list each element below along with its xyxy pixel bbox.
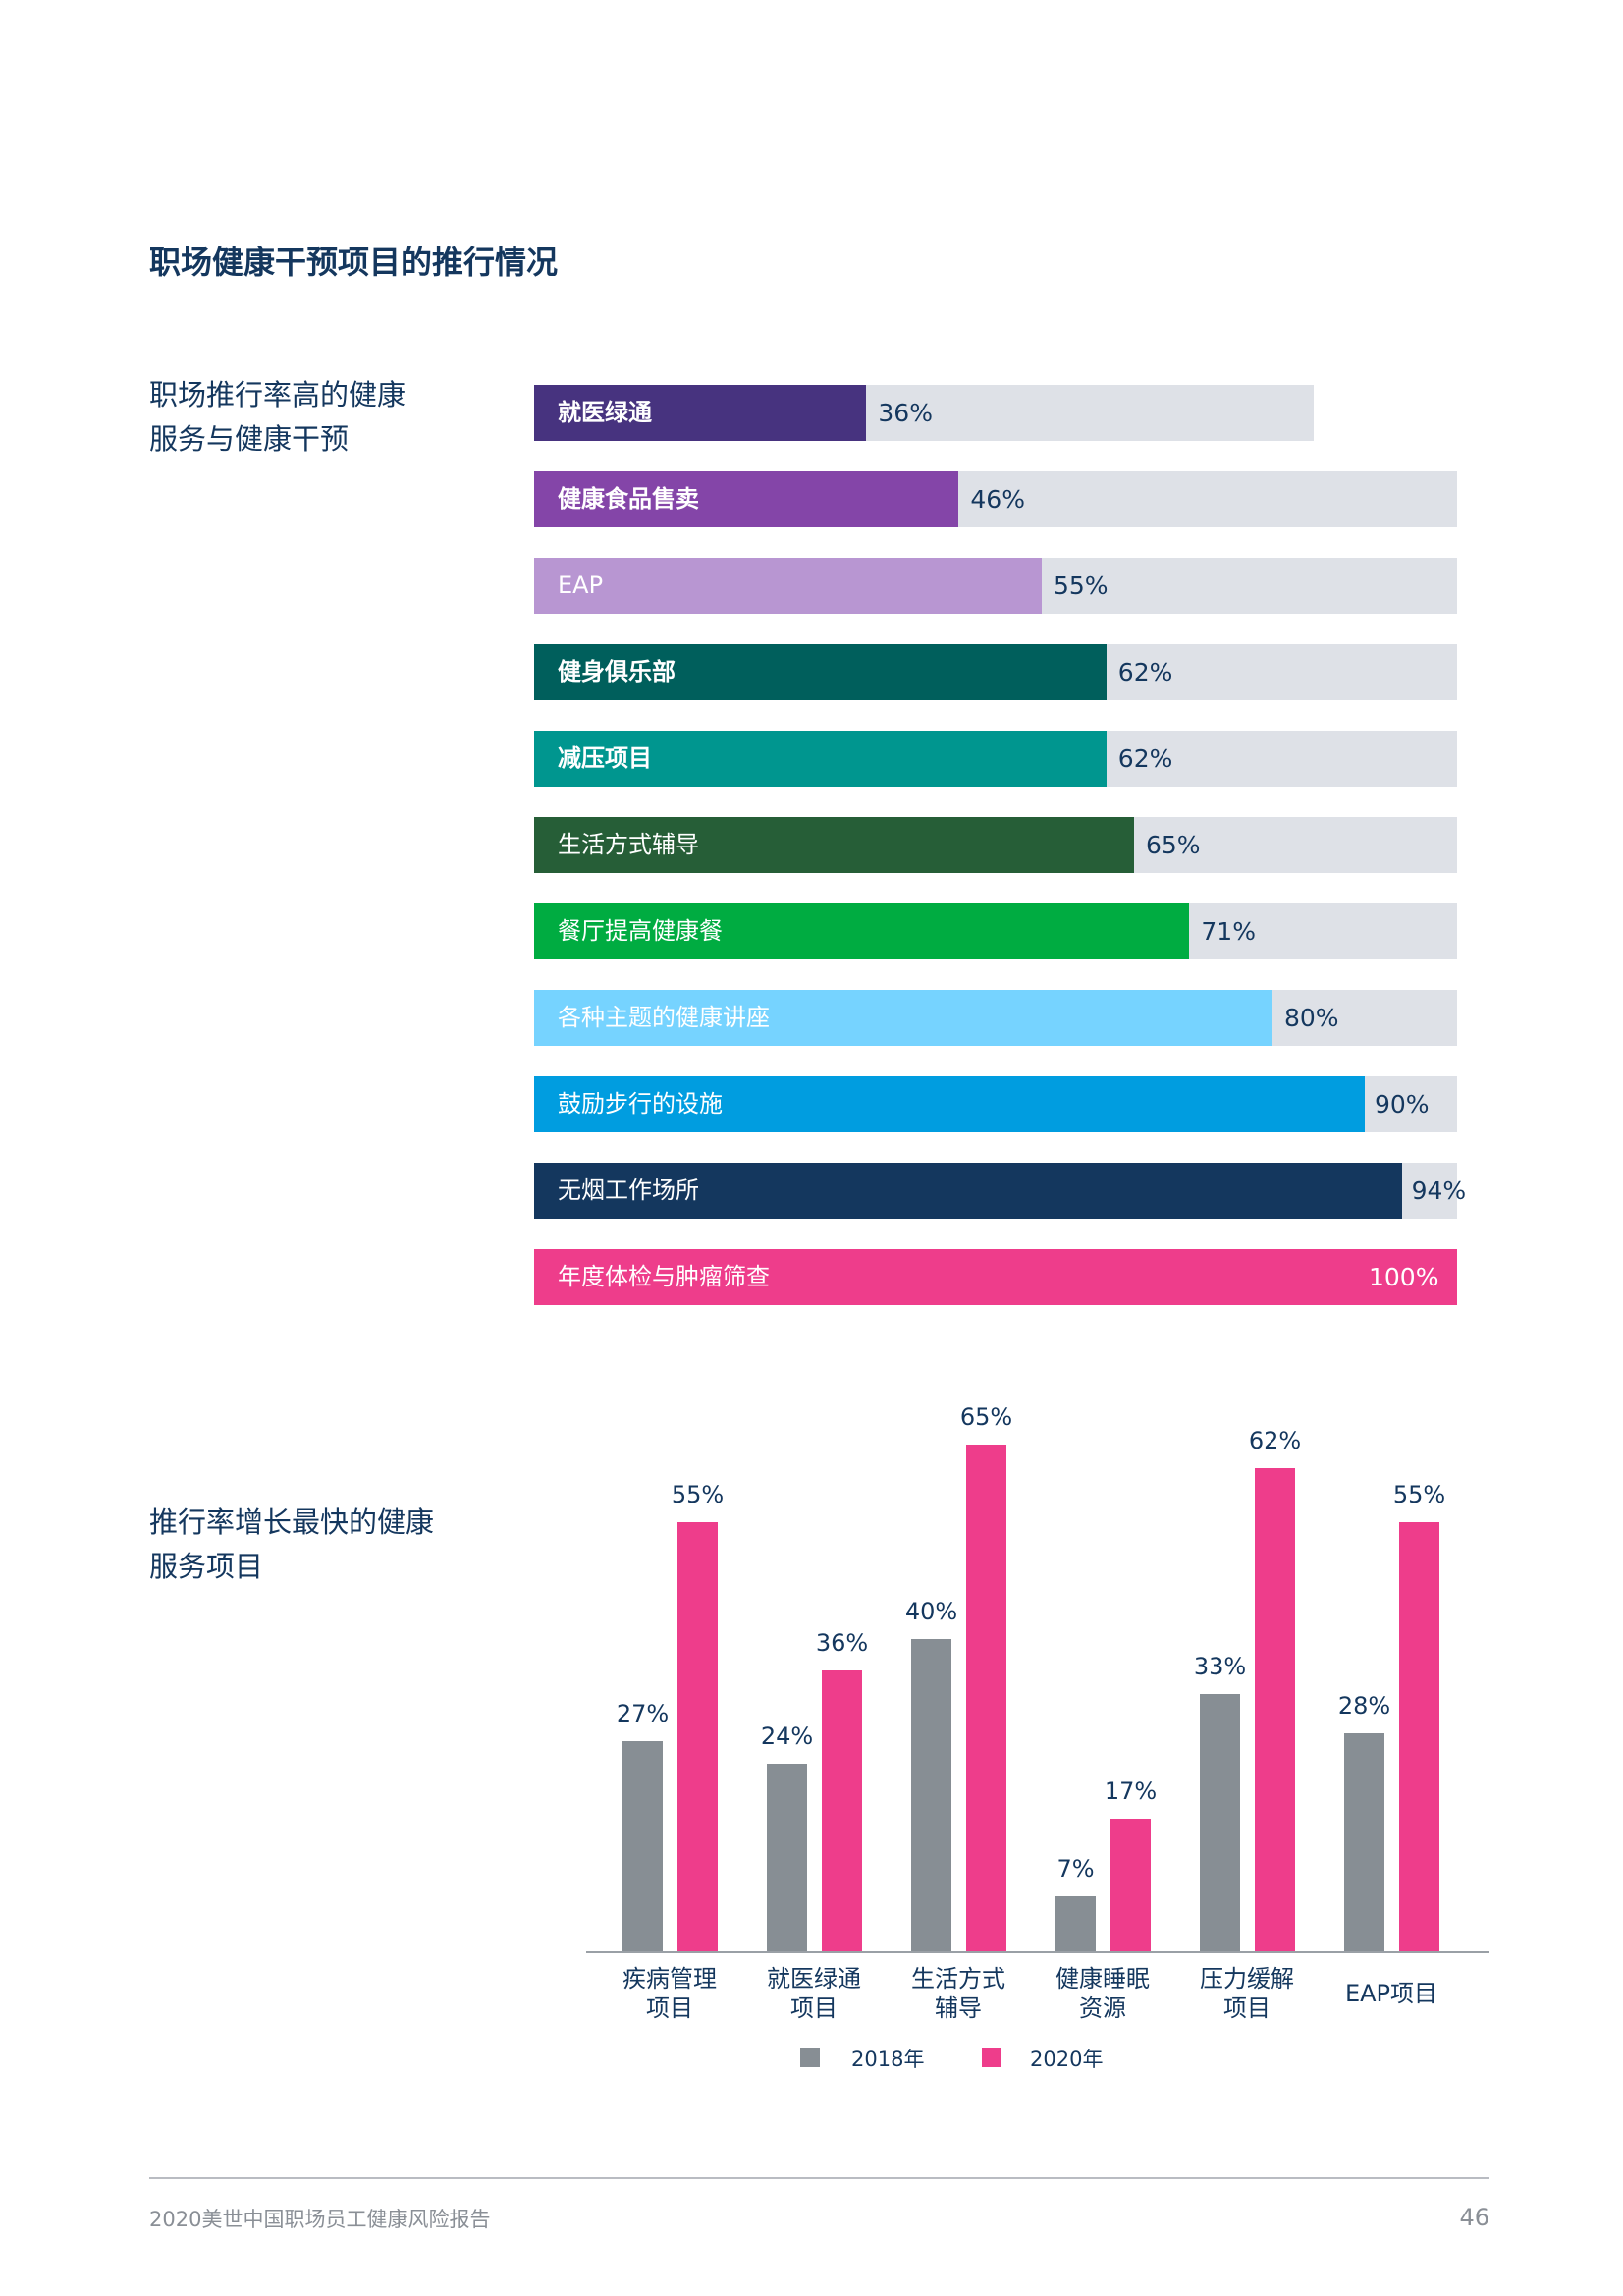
bar-value-label: 94% — [1411, 1176, 1467, 1205]
bar-value-label: 36% — [815, 1629, 869, 1658]
bar — [1110, 1819, 1151, 1951]
legend-swatch — [800, 2048, 820, 2067]
bar — [534, 990, 1272, 1046]
bar-value-label: 65% — [1146, 831, 1201, 859]
x-tick-label-line: 压力缓解 — [1200, 1965, 1294, 1993]
vbar-section-label-line: 推行率增长最快的健康 — [149, 1505, 435, 1539]
bar-value-label: 36% — [878, 399, 933, 427]
x-tick-label-line: 生活方式 — [911, 1965, 1005, 1993]
bar-value-label: 62% — [1248, 1426, 1302, 1454]
hbar-section-label-line: 服务与健康干预 — [149, 422, 350, 456]
legend-label: 2018年 — [851, 2048, 925, 2071]
bar-value-label: 33% — [1193, 1653, 1247, 1681]
bar-category-label: 鼓励步行的设施 — [558, 1090, 723, 1118]
bar — [1055, 1896, 1096, 1951]
bar-category-label: 各种主题的健康讲座 — [558, 1004, 770, 1031]
bar — [534, 471, 959, 527]
bar — [534, 385, 867, 441]
bar — [534, 731, 1107, 787]
bar-value-label: 7% — [1056, 1855, 1095, 1884]
x-tick-label-line: EAP项目 — [1344, 1980, 1438, 2007]
x-tick-label-line: 疾病管理 — [622, 1965, 717, 1993]
bar-category-label: 减压项目 — [558, 744, 652, 772]
bar-value-label: 65% — [959, 1403, 1013, 1431]
bar-category-label: 无烟工作场所 — [558, 1176, 699, 1204]
x-tick-label-line: 资源 — [1079, 1995, 1126, 2022]
bar-value-label: 28% — [1337, 1691, 1391, 1720]
bar — [1255, 1467, 1295, 1951]
x-tick-label-line: 项目 — [646, 1995, 693, 2022]
bar — [911, 1639, 951, 1951]
x-tick-label: 生活方式 辅导 — [890, 1964, 1027, 2023]
bar-value-label: 62% — [1117, 744, 1173, 773]
bar-category-label: 生活方式辅导 — [558, 831, 699, 858]
hbar-section-label-line: 职场推行率高的健康 — [149, 378, 406, 411]
bar — [534, 1163, 1402, 1219]
vbar-section-label-line: 服务项目 — [149, 1550, 264, 1583]
vertical-bar-chart: 27% 55% 疾病管理 项目 24% 36% 就医绿通 项目 40% 65% 生活方式 辅导 7% 17… — [586, 1403, 1489, 2071]
bar-value-label: 62% — [1117, 658, 1173, 686]
legend-label: 2020年 — [1030, 2048, 1104, 2071]
horizontal-bar-chart: 就医绿通 36% 健康食品售卖 46% EAP 55% 健身俱乐部 62% 减压项目 62% 生活方… — [534, 385, 1467, 1305]
bar-value-label: 55% — [1392, 1481, 1446, 1509]
footer-divider — [149, 2177, 1489, 2179]
footer-report-name: 2020美世中国职场员工健康风险报告 — [149, 2208, 491, 2231]
bar — [677, 1522, 718, 1951]
bar — [534, 644, 1107, 700]
page-title: 职场健康干预项目的推行情况 — [149, 244, 559, 281]
bar-value-label: 55% — [671, 1481, 725, 1509]
x-tick-label: EAP项目 — [1323, 1979, 1460, 2008]
x-tick-label-line: 项目 — [1223, 1995, 1271, 2022]
x-tick-label-line: 健康睡眠 — [1055, 1965, 1150, 1993]
bar — [534, 903, 1190, 959]
bar-value-label: 55% — [1054, 572, 1109, 600]
bar — [534, 1076, 1365, 1132]
bar-category-label: 就医绿通 — [558, 399, 652, 426]
bar-category-label: EAP — [558, 572, 604, 599]
vbar-section-label: 推行率增长最快的健康 服务项目 — [149, 1501, 473, 1589]
bar-value-label: 100% — [1369, 1263, 1439, 1291]
bar — [822, 1670, 862, 1951]
bar-value-label: 40% — [904, 1598, 958, 1626]
bar — [534, 1249, 1457, 1305]
hbar-section-label: 职场推行率高的健康 服务与健康干预 — [149, 373, 473, 462]
bar-value-label: 17% — [1104, 1777, 1158, 1806]
bar — [534, 558, 1042, 614]
x-tick-label-line: 辅导 — [935, 1995, 982, 2022]
bar — [1200, 1694, 1240, 1951]
bar-category-label: 餐厅提高健康餐 — [558, 917, 723, 945]
bar-category-label: 健康食品售卖 — [558, 485, 699, 513]
page-number: 46 — [1459, 2204, 1489, 2231]
bar — [966, 1445, 1006, 1951]
bar-category-label: 健身俱乐部 — [558, 658, 676, 685]
x-tick-label: 疾病管理 项目 — [601, 1964, 738, 2023]
x-tick-label: 健康睡眠 资源 — [1034, 1964, 1171, 2023]
bar — [1399, 1522, 1439, 1951]
x-tick-label: 就医绿通 项目 — [745, 1964, 883, 2023]
x-tick-label: 压力缓解 项目 — [1178, 1964, 1316, 2023]
bar — [1344, 1732, 1384, 1951]
x-tick-label-line: 就医绿通 — [767, 1965, 861, 1993]
x-tick-label-line: 项目 — [790, 1995, 838, 2022]
bar — [534, 817, 1134, 873]
bar-category-label: 年度体检与肿瘤筛查 — [558, 1263, 770, 1290]
bar-value-label: 80% — [1284, 1004, 1339, 1032]
x-axis-line — [586, 1951, 1489, 1953]
bar-value-label: 90% — [1375, 1090, 1430, 1119]
bar-value-label: 71% — [1201, 917, 1256, 946]
bar-value-label: 24% — [760, 1722, 814, 1751]
bar — [622, 1740, 663, 1951]
bar-value-label: 27% — [616, 1699, 670, 1727]
bar-value-label: 46% — [970, 485, 1025, 514]
legend-swatch — [982, 2048, 1001, 2067]
bar — [767, 1764, 807, 1951]
